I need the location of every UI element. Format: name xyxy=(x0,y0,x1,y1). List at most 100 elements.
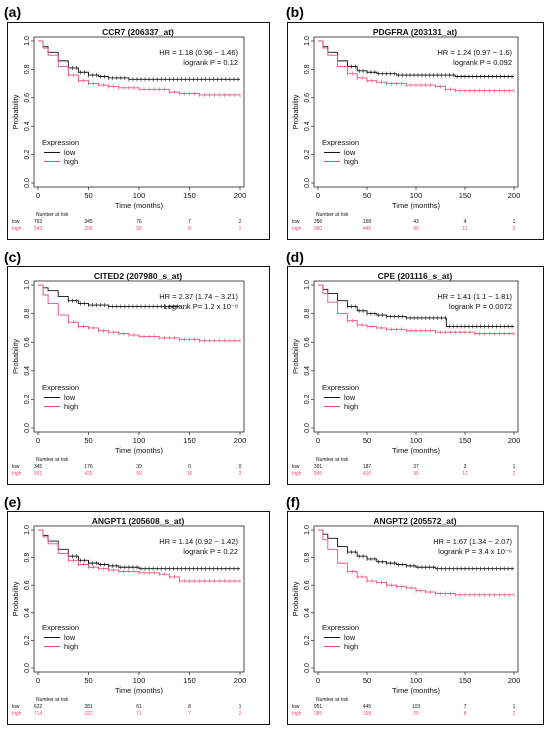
y-tick-label: 1.0 xyxy=(304,525,311,535)
logrank-p-text: logrank P = 0.0072 xyxy=(449,302,512,311)
risk-value: 281 xyxy=(84,704,93,710)
risk-value: 4 xyxy=(464,219,467,225)
km-curve-low xyxy=(318,40,514,77)
hazard-ratio-text: HR = 2.37 (1.74 − 3.21) xyxy=(159,292,238,301)
risk-value: 37 xyxy=(413,464,419,470)
risk-row-label-high: high xyxy=(292,711,302,717)
y-axis-label: Probability xyxy=(11,581,20,616)
logrank-p-text: logrank P = 3.4 x 10⁻⁶ xyxy=(438,547,512,556)
hazard-ratio-text: HR = 1.24 (0.97 − 1.6) xyxy=(437,48,512,57)
legend-label-low: low xyxy=(64,633,76,642)
km-chart-angpt1: ANGPT1 (205608_s_at) 0.0 0.2 0.4 0.6 0.8 1.0 0 5… xyxy=(11,516,247,717)
x-tick-label: 200 xyxy=(234,436,247,445)
y-tick-label: 0.8 xyxy=(24,64,31,74)
panel-label-e: (e) xyxy=(4,494,22,510)
y-tick-label: 1.0 xyxy=(24,525,31,535)
risk-value: 8 xyxy=(188,704,191,710)
risk-value: 15 xyxy=(187,471,193,477)
hazard-ratio-text: HR = 1.67 (1.34 − 2.07) xyxy=(433,537,512,546)
y-tick-label: 0.0 xyxy=(304,423,311,433)
risk-value: 1 xyxy=(513,704,516,710)
x-axis-label: Time (months) xyxy=(115,686,164,695)
risk-row-label-low: low xyxy=(292,464,300,470)
risk-row-label-low: low xyxy=(292,219,300,225)
km-curve-low xyxy=(318,529,514,570)
y-tick-label: 0.4 xyxy=(24,608,31,618)
y-tick-label: 0.4 xyxy=(304,121,311,131)
risk-value: 0 xyxy=(239,464,242,470)
legend-label-low: low xyxy=(344,393,356,402)
risk-value: 1 xyxy=(239,704,242,710)
y-tick-label: 1.0 xyxy=(24,280,31,290)
hazard-ratio-text: HR = 1.18 (0.96 − 1.46) xyxy=(159,48,238,57)
risk-row-label-low: low xyxy=(292,704,300,710)
risk-value: 980 xyxy=(314,226,323,232)
y-tick-label: 0.0 xyxy=(24,423,31,433)
x-tick-label: 200 xyxy=(508,436,521,445)
y-tick-label: 0.6 xyxy=(304,580,311,590)
panel-a: CCR7 (206337_at) 0.0 0.2 0.4 0.6 0.8 1.0 0 50 100… xyxy=(7,22,270,240)
risk-value: 93 xyxy=(136,471,142,477)
risk-value: 58 xyxy=(136,226,142,232)
risk-row-label-high: high xyxy=(12,711,22,717)
hazard-ratio-text: HR = 1.41 (1.1 − 1.81) xyxy=(437,292,512,301)
risk-value: 2 xyxy=(239,711,242,717)
panel-label-b: (b) xyxy=(286,4,304,20)
y-tick-label: 0.8 xyxy=(304,309,311,319)
legend-label-low: low xyxy=(344,633,356,642)
y-tick-label: 0.6 xyxy=(304,93,311,103)
x-tick-label: 200 xyxy=(234,676,247,685)
legend-title: Expression xyxy=(322,383,359,392)
y-tick-label: 0.8 xyxy=(24,309,31,319)
panel-label-d: (d) xyxy=(286,249,304,265)
y-tick-label: 0.0 xyxy=(24,663,31,673)
risk-value: 11 xyxy=(462,226,467,232)
x-tick-label: 100 xyxy=(410,436,423,445)
legend-label-low: low xyxy=(64,148,76,157)
x-tick-label: 50 xyxy=(84,191,92,200)
x-axis-label: Time (months) xyxy=(115,446,164,455)
y-tick-label: 0.6 xyxy=(24,337,31,347)
hazard-ratio-text: HR = 1.14 (0.92 − 1.42) xyxy=(159,537,238,546)
km-chart-angpt2: ANGPT2 (205572_at) 0.0 0.2 0.4 0.6 0.8 1.0 0 50 1… xyxy=(291,516,521,717)
risk-value: 176 xyxy=(84,464,93,470)
y-tick-label: 0.8 xyxy=(304,64,311,74)
legend-label-high: high xyxy=(344,157,358,166)
risk-value: 103 xyxy=(412,704,421,710)
y-tick-label: 0.4 xyxy=(24,121,31,131)
y-tick-label: 1.0 xyxy=(24,36,31,46)
legend-label-high: high xyxy=(344,642,358,651)
chart-title: CPE (201116_s_at) xyxy=(378,271,453,281)
y-axis-label: Probability xyxy=(291,94,300,129)
risk-table-title: Number at risk xyxy=(316,457,349,463)
y-tick-label: 1.0 xyxy=(304,36,311,46)
x-tick-label: 150 xyxy=(459,676,472,685)
risk-value: 1 xyxy=(513,219,516,225)
legend-label-high: high xyxy=(64,642,78,651)
panel-label-f: (f) xyxy=(286,494,300,510)
y-tick-label: 0.2 xyxy=(304,150,311,160)
risk-value: 793 xyxy=(34,219,43,225)
risk-value: 89 xyxy=(413,226,419,232)
risk-value: 158 xyxy=(363,219,372,225)
risk-table-title: Number at risk xyxy=(36,212,69,218)
risk-value: 39 xyxy=(136,464,142,470)
risk-value: 2 xyxy=(513,226,516,232)
x-tick-label: 50 xyxy=(363,191,371,200)
risk-table-title: Number at risk xyxy=(316,212,349,218)
chart-title: PDGFRA (203131_at) xyxy=(373,27,457,37)
x-tick-label: 100 xyxy=(410,191,423,200)
risk-row-label-low: low xyxy=(12,464,20,470)
km-chart-cpe: CPE (201116_s_at) 0.0 0.2 0.4 0.6 0.8 1.0 0 50 10… xyxy=(291,271,521,477)
risk-value: 425 xyxy=(84,471,93,477)
risk-value: 76 xyxy=(136,219,142,225)
risk-value: 622 xyxy=(34,704,43,710)
x-tick-label: 200 xyxy=(508,676,521,685)
risk-value: 158 xyxy=(363,711,372,717)
km-chart-pdgfra: PDGFRA (203131_at) 0.0 0.2 0.4 0.6 0.8 1.0 0 50 1… xyxy=(291,27,521,232)
legend-title: Expression xyxy=(42,383,79,392)
risk-value: 8 xyxy=(464,711,467,717)
x-tick-label: 200 xyxy=(508,191,521,200)
km-curve-low xyxy=(318,284,514,327)
legend-label-low: low xyxy=(64,393,76,402)
